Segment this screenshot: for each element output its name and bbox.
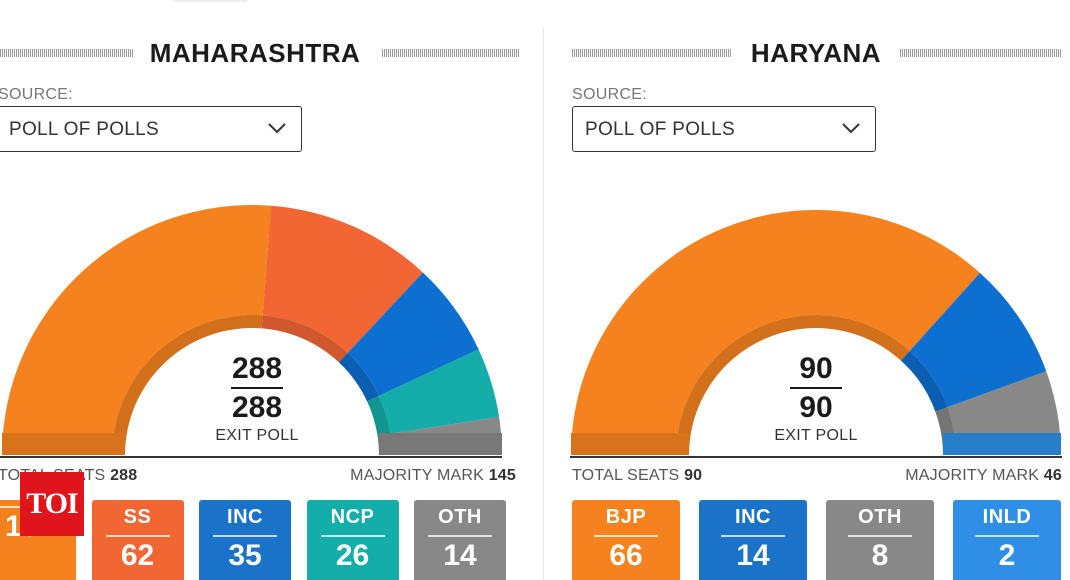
party-divider	[428, 535, 492, 537]
title-row: HARYANA	[562, 38, 1070, 68]
party-divider	[320, 535, 385, 537]
party-tile-bjp[interactable]: BJP 66	[572, 500, 680, 580]
toi-logo: TOI	[20, 472, 84, 536]
source-dropdown[interactable]: POLL OF POLLS	[0, 106, 302, 152]
source-dropdown[interactable]: POLL OF POLLS	[572, 106, 876, 152]
party-name: INC	[735, 506, 771, 528]
majority-mark-stat: MAJORITY MARK 145	[350, 467, 516, 484]
party-seat-count: 26	[335, 538, 370, 572]
party-divider	[975, 535, 1039, 537]
panel-divider	[543, 28, 544, 580]
party-seat-count: 2	[998, 538, 1016, 572]
title-rule-right	[900, 49, 1062, 57]
arc-segment-ss	[262, 205, 423, 353]
arc-rim-party-1	[112, 315, 263, 455]
arc-base-left	[2, 433, 125, 455]
seat-count: 288 288 EXIT POLL	[197, 352, 317, 445]
arc-base-right	[943, 433, 1061, 455]
arc-rim-ss	[261, 315, 348, 363]
party-seat-count: 14	[736, 538, 770, 572]
majority-mark-stat: MAJORITY MARK 46	[905, 467, 1062, 484]
counted-seats: 288	[231, 352, 283, 385]
arc-rim-bjp	[676, 315, 910, 455]
state-title: HARYANA	[562, 38, 1070, 69]
party-tiles: BJP 66 INC 14 OTH 8 INLD 2	[562, 500, 1070, 580]
party-seat-count: 35	[228, 538, 262, 572]
party-seat-count: 62	[120, 538, 155, 572]
party-name: NCP	[330, 506, 375, 528]
party-tile-ncp[interactable]: NCP 26	[306, 500, 399, 580]
party-tile-inld[interactable]: INLD 2	[953, 500, 1061, 580]
title-rule-right	[382, 49, 520, 57]
total-seats-count: 90	[799, 391, 833, 424]
title-row: MAHARASHTRA	[0, 38, 530, 68]
source-value: POLL OF POLLS	[585, 119, 735, 140]
title-rule-left	[0, 49, 135, 57]
arc-rim-inc	[900, 350, 948, 412]
counted-seats: 90	[799, 352, 833, 385]
arc-segment-oth	[947, 371, 1061, 446]
source-label: SOURCE:	[0, 86, 73, 103]
party-name: SS	[123, 506, 152, 528]
baseline	[570, 456, 1062, 458]
chevron-down-icon	[268, 123, 286, 134]
fraction-rule	[790, 387, 842, 389]
seat-arc-chart	[2, 204, 502, 455]
total-seats-stat: TOTAL SEATS 90	[572, 467, 703, 484]
party-tile-oth[interactable]: OTH 14	[414, 500, 506, 580]
maharashtra-panel: MAHARASHTRA SOURCE: POLL OF POLLS 288 28…	[0, 0, 530, 580]
party-tile-inc[interactable]: INC 14	[699, 500, 807, 580]
party-seat-count: 66	[609, 538, 643, 572]
arc-rim-inc	[338, 352, 379, 402]
arc-segment-ncp	[378, 349, 500, 434]
party-name: BJP	[605, 506, 647, 528]
source-value: POLL OF POLLS	[9, 119, 159, 140]
source-label: SOURCE:	[572, 86, 647, 103]
party-divider	[848, 535, 912, 537]
arc-base-left	[571, 433, 689, 455]
arc-segment-party-1	[2, 204, 272, 455]
state-title: MAHARASHTRA	[0, 38, 520, 69]
party-name: INC	[227, 506, 263, 528]
fraction-rule	[231, 387, 283, 389]
seat-count: 90 90 EXIT POLL	[756, 352, 876, 445]
party-divider	[594, 535, 658, 537]
arc-rim-ncp	[367, 395, 391, 436]
arc-base-right	[379, 433, 502, 455]
party-seat-count: 8	[871, 538, 889, 572]
party-seat-count: 14	[443, 538, 477, 572]
party-divider	[213, 535, 277, 537]
arc-segment-inc	[347, 272, 479, 396]
seat-arc-chart	[571, 209, 1061, 455]
party-divider	[721, 535, 785, 537]
exit-poll-label: EXIT POLL	[774, 427, 858, 444]
arc-segment-bjp	[571, 209, 980, 455]
party-name: OTH	[438, 506, 482, 528]
baseline	[0, 456, 502, 458]
haryana-panel: HARYANA SOURCE: POLL OF POLLS 90 90 EXIT…	[562, 0, 1070, 580]
top-tab	[170, 0, 250, 2]
party-name: INLD	[982, 506, 1032, 528]
party-tile-inc[interactable]: INC 35	[199, 500, 291, 580]
party-name: OTH	[858, 506, 902, 528]
arc-segment-inc	[909, 272, 1047, 408]
party-tile-ss[interactable]: SS 62	[91, 500, 184, 580]
party-divider	[105, 535, 170, 537]
total-seats-count: 288	[231, 391, 283, 424]
chevron-down-icon	[842, 123, 860, 134]
exit-poll-label: EXIT POLL	[215, 427, 299, 444]
party-tile-oth[interactable]: OTH 8	[826, 500, 934, 580]
title-rule-left	[572, 49, 732, 57]
